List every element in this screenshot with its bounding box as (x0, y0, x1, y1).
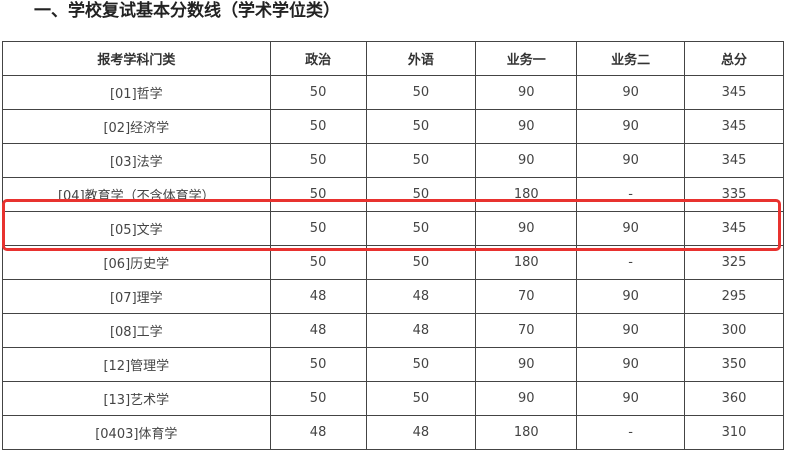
score-cell: 48 (365, 313, 477, 348)
score-cell: 48 (365, 415, 477, 450)
score-cell: 50 (365, 381, 477, 416)
section-title: 一、学校复试基本分数线（学术学位类） (34, 1, 340, 21)
score-cell: 48 (269, 415, 367, 450)
table-row: [01]哲学 50 50 90 90 345 (2, 75, 784, 110)
table-row: [04]教育学（不含体育学） 50 50 180-335 (2, 177, 784, 212)
score-cell: 90 (576, 75, 686, 110)
score-cell: 90 (576, 381, 686, 416)
score-cell: 335 (684, 177, 784, 212)
subject-cell: [08]工学 (2, 313, 271, 348)
score-cell: 300 (684, 313, 784, 348)
header-row: 报考学科门类 政治 外语 业务一 业务二 总分 (2, 41, 784, 76)
score-cell: 180 (475, 177, 578, 212)
score-cell: 50 (269, 347, 367, 382)
column-header: 报考学科门类 (2, 41, 271, 76)
score-cell: 50 (365, 143, 477, 178)
subject-cell: [12]管理学 (2, 347, 271, 382)
score-cell: 90 (576, 347, 686, 382)
score-cell: 350 (684, 347, 784, 382)
score-cell: 360 (684, 381, 784, 416)
score-cell: 345 (684, 109, 784, 144)
column-header: 总分 (684, 41, 784, 76)
score-cell: 345 (684, 211, 784, 246)
column-header: 政治 (269, 41, 367, 76)
table-row: [12]管理学 50 50 90 90 350 (2, 347, 784, 382)
score-cell: 48 (269, 279, 367, 314)
column-header: 外语 (365, 41, 477, 76)
column-header: 业务一 (475, 41, 578, 76)
score-cell: 90 (576, 109, 686, 144)
score-cell: 70 (475, 313, 578, 348)
subject-cell: [02]经济学 (2, 109, 271, 144)
score-cell: 90 (475, 75, 578, 110)
table-row: [08]工学 48 48 70 90 300 (2, 313, 784, 348)
score-cell: 90 (475, 381, 578, 416)
score-cell: 90 (475, 109, 578, 144)
score-table: 报考学科门类 政治 外语 业务一 业务二 总分 [01]哲学 50 50 90 90 345 [02]… (2, 41, 784, 450)
subject-cell: [13]艺术学 (2, 381, 271, 416)
table-row: [13]艺术学 50 50 90 90 360 (2, 381, 784, 416)
subject-cell: [03]法学 (2, 143, 271, 178)
score-cell: 90 (576, 279, 686, 314)
table-row: [07]理学 48 48 70 90 295 (2, 279, 784, 314)
table-row: [03]法学 50 50 90 90 345 (2, 143, 784, 178)
subject-cell: [05]文学 (2, 211, 271, 246)
score-cell: 90 (475, 347, 578, 382)
score-cell: - (576, 177, 686, 212)
subject-cell: [01]哲学 (2, 75, 271, 110)
subject-cell: [07]理学 (2, 279, 271, 314)
score-cell: 50 (365, 177, 477, 212)
score-cell: - (576, 415, 686, 450)
score-cell: 50 (269, 143, 367, 178)
subject-cell: [0403]体育学 (2, 415, 271, 450)
score-cell: 345 (684, 143, 784, 178)
table-row: [0403]体育学 48 48 180-310 (2, 415, 784, 450)
score-cell: 50 (365, 75, 477, 110)
score-cell: 310 (684, 415, 784, 450)
score-cell: 50 (269, 177, 367, 212)
table-row: [02]经济学 50 50 90 90 345 (2, 109, 784, 144)
score-cell: 70 (475, 279, 578, 314)
score-cell: 90 (576, 313, 686, 348)
score-cell: 295 (684, 279, 784, 314)
score-cell: 50 (269, 75, 367, 110)
score-cell: 345 (684, 75, 784, 110)
score-cell: 50 (269, 109, 367, 144)
score-cell: 48 (365, 279, 477, 314)
score-cell: 90 (576, 211, 686, 246)
highlight-box (2, 199, 781, 251)
score-cell: 50 (365, 109, 477, 144)
score-cell: 90 (576, 143, 686, 178)
score-cell: 50 (365, 347, 477, 382)
score-cell: 48 (269, 313, 367, 348)
score-cell: 50 (269, 381, 367, 416)
score-cell: 90 (475, 143, 578, 178)
score-cell: 180 (475, 415, 578, 450)
column-header: 业务二 (576, 41, 686, 76)
